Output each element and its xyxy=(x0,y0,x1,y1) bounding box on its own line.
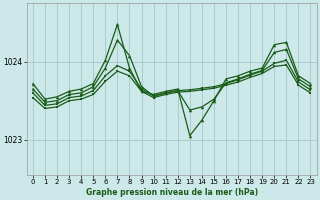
X-axis label: Graphe pression niveau de la mer (hPa): Graphe pression niveau de la mer (hPa) xyxy=(86,188,258,197)
